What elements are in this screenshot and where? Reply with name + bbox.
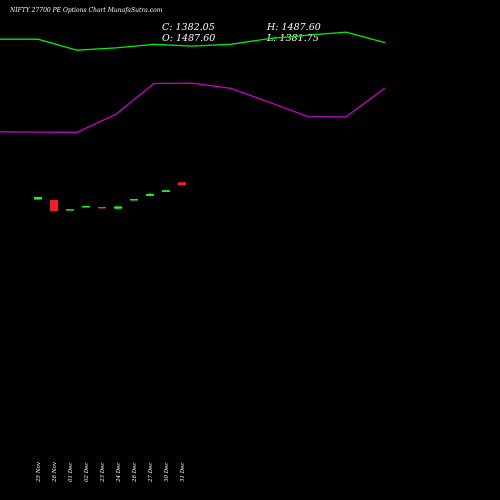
x-tick-label: 27 Dec [148, 463, 154, 484]
x-axis-labels: 25 Nov 26 Nov 01 Dec 02 Dec 23 Dec 24 Dec 26 D… [36, 461, 186, 483]
candle-body [146, 193, 154, 196]
candle-body [162, 190, 170, 192]
upper-band-line [0, 31, 386, 51]
candle-body [114, 206, 122, 209]
x-tick-label: 24 Dec [116, 463, 122, 484]
x-tick-label: 01 Dec [68, 463, 74, 483]
lower-band-line [0, 82, 386, 133]
high-value: H: 1487.60 [267, 22, 321, 33]
x-tick-label: 31 Dec [180, 463, 186, 483]
chart-title: NIFTY 27700 PE Options Chart MunafaSutra… [10, 7, 163, 14]
candle-body [178, 182, 186, 186]
candle-body [50, 199, 58, 212]
x-tick-label: 26 Dec [132, 463, 138, 484]
candle-body [82, 206, 90, 208]
candle-body [34, 196, 42, 200]
candle-body [130, 199, 138, 201]
x-tick-label: 02 Dec [84, 463, 90, 483]
x-tick-label: 25 Nov [36, 461, 42, 483]
candle-body [98, 206, 106, 209]
candles-layer [34, 182, 186, 212]
close-value: C: 1382.05 [162, 22, 215, 33]
x-tick-label: 30 Dec [164, 463, 170, 483]
x-tick-label: 23 Dec [100, 463, 106, 484]
candle-body [66, 209, 74, 211]
low-value: L: 1381.75 [267, 33, 319, 44]
x-tick-label: 26 Nov [52, 461, 58, 483]
open-value: O: 1487.60 [162, 33, 216, 44]
bands-layer [0, 31, 386, 133]
